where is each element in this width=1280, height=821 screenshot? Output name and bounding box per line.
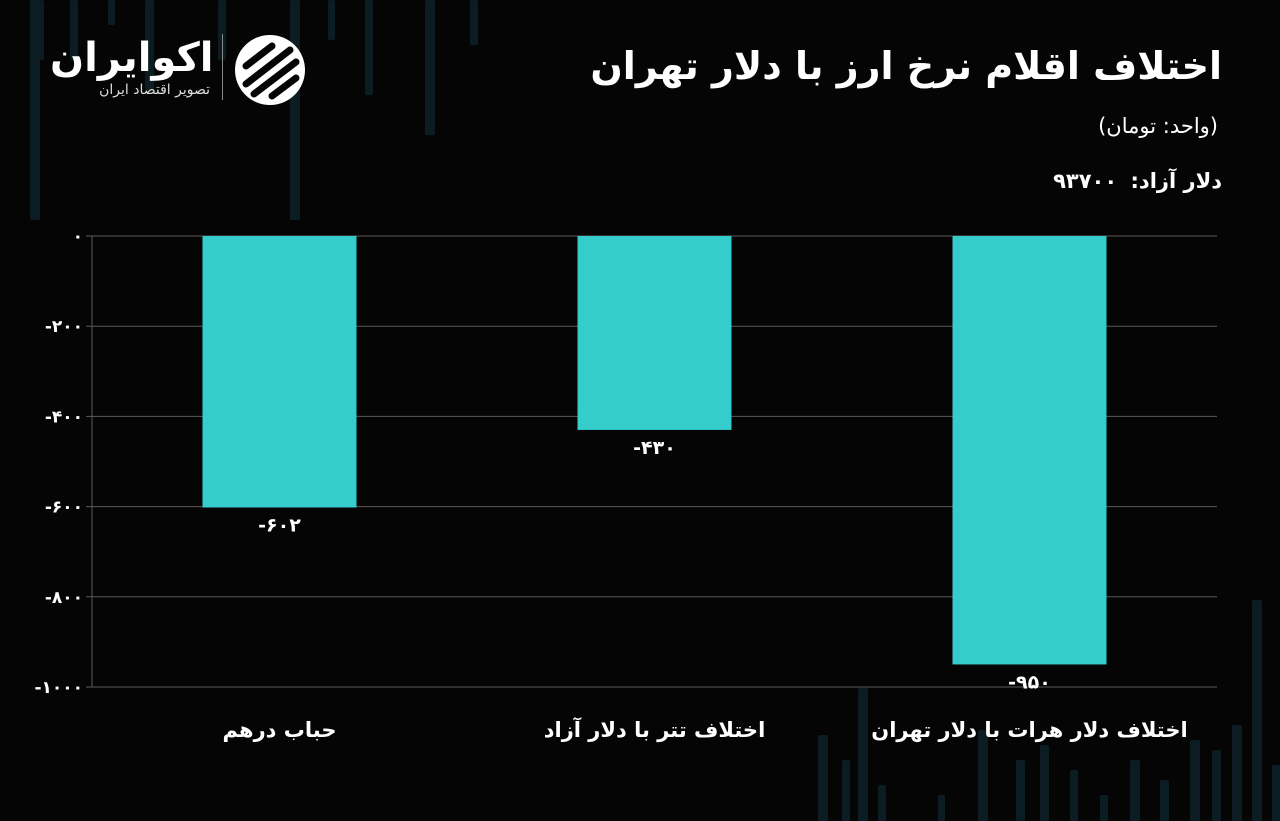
y-tick-label: -۴۰۰	[45, 407, 83, 427]
background-candle	[1070, 770, 1078, 821]
free-dollar-label: دلار آزاد:	[1130, 169, 1222, 193]
background-candle	[470, 0, 478, 45]
background-candle	[108, 0, 115, 25]
background-candle	[1190, 740, 1200, 821]
background-candle	[858, 688, 868, 821]
background-candle	[878, 785, 886, 821]
logo-divider	[222, 34, 223, 100]
background-candle	[365, 0, 373, 95]
background-candle	[1232, 725, 1242, 821]
page-title: اختلاف اقلام نرخ ارز با دلار تهران	[590, 44, 1222, 88]
y-tick-label: -۶۰۰	[45, 498, 83, 518]
category-label: حباب درهم	[223, 718, 337, 742]
background-candle	[1016, 760, 1025, 821]
brand-tagline: تصویر اقتصاد ایران	[99, 82, 210, 98]
background-candle	[328, 0, 335, 40]
brand-mark-icon	[235, 35, 305, 105]
background-candle	[425, 0, 435, 135]
background-candle	[1212, 750, 1221, 821]
y-tick-label: -۱۰۰۰	[34, 678, 83, 698]
background-candle	[1130, 760, 1140, 821]
data-label: -۹۵۰	[1008, 671, 1051, 693]
background-candle	[30, 0, 40, 220]
brand-logo: اکوایران تصویر اقتصاد ایران	[50, 30, 310, 110]
bar	[202, 236, 357, 508]
category-label: اختلاف دلار هرات با دلار تهران	[871, 718, 1187, 742]
background-candle	[978, 730, 988, 821]
bar	[577, 236, 732, 430]
background-candle	[40, 0, 44, 60]
background-candle	[70, 0, 78, 60]
background-candle	[818, 735, 828, 821]
y-tick-label: -۸۰۰	[45, 588, 83, 608]
y-tick-label: -۲۰۰	[45, 317, 83, 337]
bar	[952, 236, 1107, 665]
background-candle	[938, 795, 945, 821]
data-label: -۴۳۰	[633, 437, 676, 459]
brand-name: اکوایران	[50, 35, 214, 81]
background-candle	[1252, 600, 1262, 821]
unit-label: (واحد: تومان)	[1098, 114, 1218, 138]
background-candle	[218, 0, 226, 60]
category-label: اختلاف تتر با دلار آزاد	[544, 717, 766, 742]
free-dollar-value: ۹۳۷۰۰	[1053, 169, 1118, 193]
background-candle	[1040, 745, 1049, 821]
background-candle	[842, 760, 850, 821]
data-label: -۶۰۲	[258, 515, 301, 537]
background-candle	[145, 0, 154, 90]
background-candle	[1272, 765, 1280, 821]
y-tick-label: ۰	[73, 227, 83, 247]
background-candle	[1160, 780, 1169, 821]
free-dollar-rate: دلار آزاد: ۹۳۷۰۰	[1053, 169, 1222, 193]
background-candle	[1100, 795, 1108, 821]
